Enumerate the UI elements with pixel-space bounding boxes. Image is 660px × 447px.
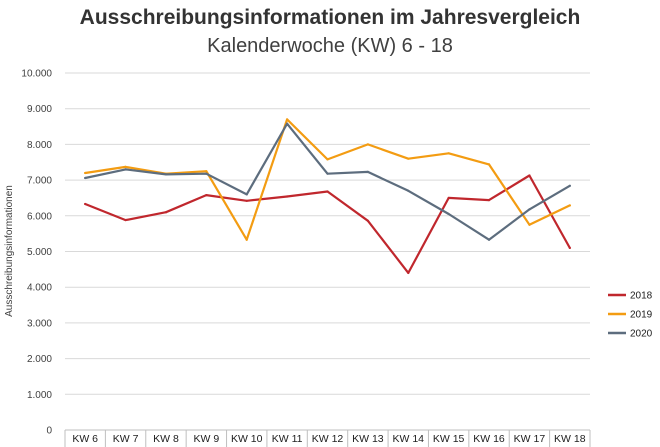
series-lines [84, 118, 571, 275]
legend-label-2020: 2020 [630, 329, 653, 340]
gridlines [65, 72, 590, 395]
data-point-2018 [326, 190, 329, 193]
data-point-2018 [568, 246, 571, 250]
y-tick-label: 0 [46, 426, 52, 437]
data-point-2020 [286, 122, 289, 125]
y-tick-label: 7.000 [27, 176, 52, 187]
y-tick-label: 10.000 [21, 69, 52, 80]
x-tick-label: KW 18 [554, 433, 586, 445]
x-tick-label: KW 6 [72, 433, 98, 445]
y-tick-label: 9.000 [27, 104, 52, 115]
data-point-2019 [407, 157, 410, 160]
x-tick-label: KW 17 [514, 433, 546, 445]
chart-title: Ausschreibungsinformationen im Jahresver… [80, 6, 581, 29]
data-point-2020 [164, 173, 168, 176]
x-tick-label: KW 13 [352, 433, 384, 445]
legend-label-2019: 2019 [630, 310, 653, 321]
legend-label-2018: 2018 [630, 291, 653, 302]
data-point-2019 [245, 238, 248, 241]
data-point-2020 [528, 208, 531, 211]
y-axis-label: Ausschreibungsinformationen [4, 185, 15, 317]
x-tick-label: KW 7 [113, 433, 139, 445]
data-point-2019 [487, 163, 491, 166]
data-point-2018 [447, 196, 450, 200]
x-axis: KW 6 KW 7 KW 8 KW 9 KW 10 KW 11 KW 12 KW 13 KW 1… [64, 429, 591, 447]
x-tick-label: KW 9 [194, 433, 220, 445]
series-line-2019 [84, 118, 571, 241]
x-tick-label: KW 11 [272, 433, 303, 445]
y-tick-label: 2.000 [27, 354, 52, 365]
data-point-2018 [124, 218, 127, 222]
y-tick-label: 8.000 [27, 140, 52, 151]
x-tick-label: KW 8 [153, 433, 179, 445]
data-point-2020 [326, 172, 329, 175]
data-point-2019 [528, 223, 531, 226]
x-tick-label: KW 12 [312, 433, 344, 445]
data-point-2020 [205, 172, 208, 175]
data-point-2020 [84, 176, 87, 180]
data-point-2018 [286, 195, 289, 198]
series-line-2018 [84, 174, 571, 274]
y-tick-label: 1.000 [27, 390, 52, 401]
data-point-2018 [164, 211, 168, 214]
y-tick-label: 6.000 [27, 211, 52, 222]
data-point-2019 [84, 171, 87, 175]
y-tick-label: 4.000 [27, 283, 52, 294]
y-tick-label: 5.000 [27, 247, 52, 258]
y-axis-ticks: 0 1.000 2.000 3.000 4.000 5.000 6.000 7.000 8.00… [21, 69, 52, 437]
data-point-2020 [245, 193, 248, 196]
data-point-2020 [124, 168, 127, 171]
data-point-2019 [124, 165, 127, 168]
data-point-2018 [205, 193, 208, 197]
data-point-2018 [84, 202, 87, 206]
chart-subtitle: Kalenderwoche (KW) 6 - 18 [207, 35, 453, 57]
data-point-2019 [326, 158, 329, 161]
data-point-2020 [568, 184, 571, 187]
data-point-2018 [487, 198, 491, 202]
data-point-2019 [366, 143, 369, 146]
data-point-2020 [487, 238, 491, 241]
x-tick-label: KW 16 [473, 433, 505, 445]
data-point-2019 [447, 152, 450, 155]
data-point-2018 [245, 199, 248, 202]
data-point-2018 [407, 271, 410, 275]
y-tick-label: 3.000 [27, 318, 52, 329]
x-tick-label: KW 10 [231, 433, 263, 445]
data-point-2018 [366, 219, 369, 222]
data-point-2019 [205, 170, 208, 173]
data-point-2020 [366, 170, 369, 173]
x-tick-label: KW 15 [433, 433, 465, 445]
series-line-2020 [84, 122, 571, 241]
data-point-2020 [447, 212, 450, 216]
data-point-2018 [528, 174, 531, 177]
data-point-2019 [568, 204, 571, 207]
data-point-2019 [286, 118, 289, 121]
data-point-2020 [407, 189, 410, 192]
legend: 2018 2019 2020 [608, 291, 653, 340]
x-tick-label: KW 14 [393, 433, 425, 445]
